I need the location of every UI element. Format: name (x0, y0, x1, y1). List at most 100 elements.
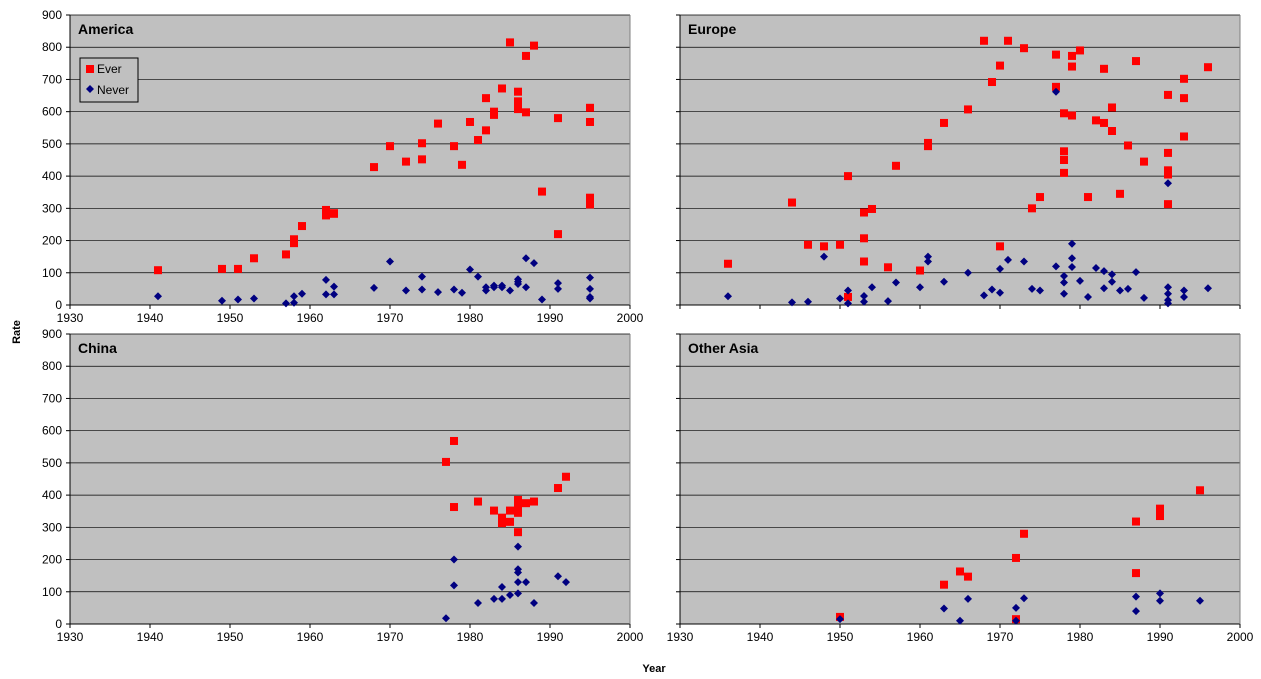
point-never (1164, 179, 1172, 188)
point-ever (996, 61, 1004, 70)
point-ever (964, 572, 972, 581)
point-ever (498, 519, 506, 528)
x-tick-label: 1940 (137, 311, 164, 325)
point-ever (1036, 193, 1044, 202)
point-never (234, 295, 242, 304)
point-never (498, 582, 506, 591)
x-tick-label: 1980 (457, 630, 484, 644)
point-ever (522, 51, 530, 60)
point-never (1156, 596, 1164, 605)
panel-china: 0 100 200 300 400 500 600 700 800 900 1930 1940 1950… (42, 327, 644, 644)
x-tick-label: 1970 (377, 630, 404, 644)
point-ever (554, 484, 562, 493)
point-ever (1180, 74, 1188, 83)
point-ever (442, 457, 450, 466)
panel-other-asia: 1930 1940 1950 1960 1970 1980 1990 2000 Other As… (667, 333, 1254, 644)
point-ever (538, 187, 546, 196)
point-never (1132, 592, 1140, 601)
y-tick-label: 500 (42, 137, 62, 151)
point-ever (924, 138, 932, 147)
point-ever (1164, 170, 1172, 179)
point-never (586, 273, 594, 282)
point-never (804, 297, 812, 306)
point-ever (498, 84, 506, 93)
x-axis-title: Year (642, 663, 666, 675)
point-never (1100, 284, 1108, 293)
point-never (498, 594, 506, 603)
y-tick-label: 400 (42, 169, 62, 183)
point-never (490, 283, 498, 292)
x-tick-label: 1960 (907, 630, 934, 644)
point-ever (586, 193, 594, 202)
plot-area (70, 334, 630, 624)
x-tick-label: 1970 (377, 311, 404, 325)
point-never (1100, 267, 1108, 276)
point-never (386, 257, 394, 266)
point-never (522, 283, 530, 292)
point-never (434, 288, 442, 297)
point-never (964, 268, 972, 277)
x-tick-label: 2000 (617, 630, 644, 644)
point-ever (482, 126, 490, 135)
point-ever (322, 205, 330, 214)
point-never (1084, 292, 1092, 301)
point-ever (988, 78, 996, 87)
point-never (940, 604, 948, 613)
panels: 0 100 200 300 400 500 600 700 800 900 1930 1940 1950… (42, 8, 1254, 644)
point-never (1108, 270, 1116, 279)
legend-ever-marker (86, 65, 94, 73)
point-never (530, 259, 538, 268)
point-never (514, 578, 522, 587)
point-ever (1204, 63, 1212, 72)
point-ever (514, 495, 522, 504)
point-ever (1084, 193, 1092, 202)
point-never (418, 272, 426, 281)
point-ever (1060, 168, 1068, 177)
point-never (250, 294, 258, 303)
point-ever (788, 198, 796, 207)
point-never (554, 572, 562, 581)
point-ever (956, 567, 964, 576)
point-never (586, 294, 594, 303)
point-never (218, 296, 226, 305)
point-never (1020, 594, 1028, 603)
point-ever (506, 517, 514, 526)
x-tick-label: 1980 (457, 311, 484, 325)
point-ever (450, 436, 458, 445)
point-ever (892, 161, 900, 170)
point-ever (916, 266, 924, 275)
point-never (482, 283, 490, 292)
point-ever (964, 105, 972, 114)
point-never (836, 294, 844, 303)
point-never (1180, 292, 1188, 301)
point-ever (940, 580, 948, 589)
point-ever (1196, 486, 1204, 495)
point-never (892, 278, 900, 287)
y-tick-label: 900 (42, 327, 62, 341)
point-never (1068, 262, 1076, 271)
point-never (330, 290, 338, 299)
y-tick-label: 600 (42, 105, 62, 119)
point-never (1204, 284, 1212, 293)
point-ever (562, 472, 570, 481)
point-never (956, 616, 964, 625)
point-ever (522, 108, 530, 117)
point-never (514, 568, 522, 577)
point-ever (434, 119, 442, 128)
point-ever (940, 118, 948, 127)
y-tick-label: 0 (55, 617, 62, 631)
point-ever (450, 142, 458, 151)
panel-title: Europe (688, 21, 736, 37)
point-ever (1132, 57, 1140, 66)
point-ever (402, 157, 410, 166)
y-tick-label: 200 (42, 234, 62, 248)
x-tick-label: 1960 (297, 311, 324, 325)
point-never (860, 297, 868, 306)
panel-title: Other Asia (688, 340, 758, 356)
y-tick-label: 400 (42, 488, 62, 502)
point-ever (474, 136, 482, 145)
point-ever (804, 240, 812, 249)
x-tick-label: 1960 (297, 630, 324, 644)
point-ever (330, 209, 338, 218)
point-never (282, 299, 290, 308)
